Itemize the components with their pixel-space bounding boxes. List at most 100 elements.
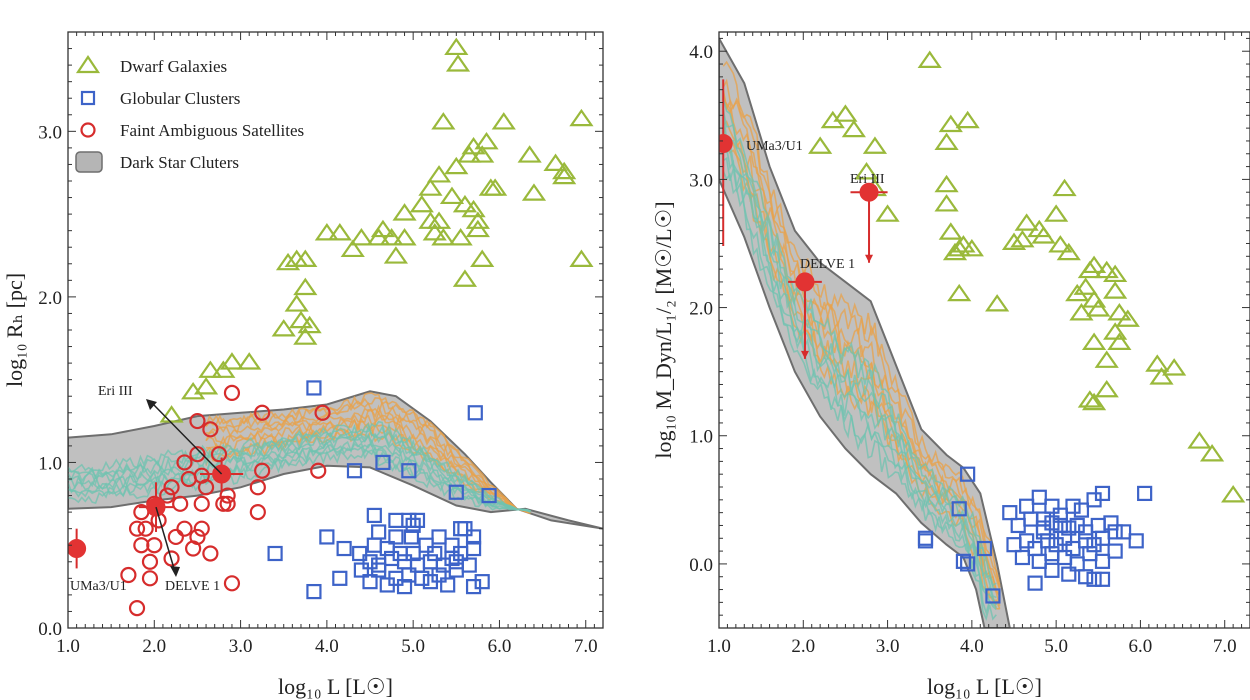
globular-cluster-point [951,501,967,517]
globular-cluster-point [392,545,408,562]
dwarf-galaxy-point [947,238,972,257]
legend-globular-clusters: Globular Clusters [120,89,240,108]
dwarf-galaxy-point [959,238,984,257]
globular-cluster-point [388,512,404,528]
globular-cluster-point [1019,498,1035,514]
globular-cluster-point [960,556,976,572]
globular-cluster-point [371,562,387,578]
dwarf-galaxy-point [841,119,866,138]
legend-triangle-icon [75,55,101,74]
globular-cluster-point [388,529,404,545]
y-tick-label: 3.0 [689,170,713,191]
globular-cluster-point [319,529,335,545]
faint-satellite-point [128,520,146,537]
globular-cluster-point [444,550,460,567]
globular-cluster-point [457,521,473,537]
dwarf-galaxy-point [422,223,447,241]
y-tick-label: 2.0 [689,299,713,320]
faint-satellite-point [163,479,180,496]
dwarf-galaxy-point [1086,299,1111,317]
dwarf-galaxy-point [271,319,296,337]
dwarf-galaxy-point [955,110,980,129]
faint-satellite-point [202,421,219,438]
globular-cluster-point [1090,517,1106,534]
uma3-u1-marker [68,528,87,569]
faint-satellite-point [219,495,236,512]
globular-cluster-point [396,554,413,570]
dwarf-galaxy-point [569,108,594,127]
globular-cluster-point [1044,546,1060,562]
dwarf-galaxy-point [517,145,542,163]
x-tick-label: 2.0 [142,636,166,657]
globular-cluster-point [1061,520,1077,536]
dwarf-galaxy-point [1081,255,1107,274]
dwarf-galaxy-point [1187,431,1212,449]
eri-iii-label: Eri III [850,172,885,187]
globular-cluster-point [444,537,460,553]
delve-1-upper-limit-arrow [800,350,809,359]
dwarf-galaxy-point [552,161,577,180]
dwarf-galaxy-point [293,277,318,296]
faint-satellite-point [146,537,163,554]
dwarf-galaxy-point [1199,444,1225,462]
dwarf-galaxy-point [1107,332,1132,350]
globular-cluster-point [401,463,417,479]
dwarf-galaxy-point [293,327,318,345]
dwarf-galaxy-point [1107,303,1132,321]
dwarf-galaxy-point [159,405,184,423]
dwarf-galaxy-point [461,199,486,218]
globular-cluster-point [1027,575,1043,591]
annotations: UMa3/U1 Eri III DELVE 1 [746,139,885,272]
globular-cluster-point [474,574,490,590]
globular-cluster-point [481,487,497,504]
dwarf-galaxy-point [431,228,456,246]
globular-cluster-point [465,579,482,595]
legend-circle-icon [80,122,96,138]
eri-iii-label: Eri III [98,384,133,399]
globular-cluster-point [1014,549,1031,566]
dwarf-galaxy-point [474,131,499,150]
dwarf-galaxy-point [181,381,206,400]
faint-satellite-point [172,495,189,512]
globular-cluster-point [1040,533,1056,549]
dwarf-galaxy-point [1010,229,1035,248]
faint-satellite-point [189,446,206,463]
globular-cluster-point [1044,498,1060,514]
globular-cluster-point [960,466,976,482]
dwarf-galaxy-point [445,54,471,72]
globular-cluster-point [1137,485,1153,502]
faint-satellite-point [128,600,146,617]
globular-cluster-point [1082,546,1098,562]
eri-iii-upper-limit-arrow [865,254,874,263]
dwarf-galaxy-point [444,37,469,56]
delve-1-point [146,497,166,517]
globular-cluster-point [1094,485,1111,502]
dwarf-galaxy-point [938,222,963,240]
dwarf-galaxy-point [1162,358,1187,376]
globular-cluster-point [1107,543,1123,559]
delve1-arrow [155,506,176,573]
dwarf-galaxy-point [392,203,417,221]
dwarf-galaxy-point [543,153,568,171]
faint-satellite-point [202,545,219,562]
globular-cluster-point [427,545,443,562]
globular-cluster-point [336,540,352,557]
plot-area [68,37,603,617]
eri-iii-marker [850,182,888,263]
dwarf-galaxy-point [452,269,478,287]
y-axis-label: log₁₀ Rₕ [pc] [2,273,27,387]
dwarf-galaxy-point [198,360,223,378]
globular-cluster-point [1006,537,1022,553]
dwarf-galaxy-point [461,136,486,155]
faint-satellite-point [310,462,327,479]
x-tick-label: 1.0 [56,636,80,657]
faint-satellite-point [163,550,180,567]
globular-cluster-point [346,463,363,479]
dwarf-galaxy-point [383,246,409,264]
simulation-track [722,109,997,599]
faint-satellite-point [193,495,210,512]
simulation-track [722,98,997,587]
uma3-label: UMa3/U1 [746,139,803,154]
globular-cluster-point [352,545,368,562]
faint-satellite-point [254,404,271,421]
